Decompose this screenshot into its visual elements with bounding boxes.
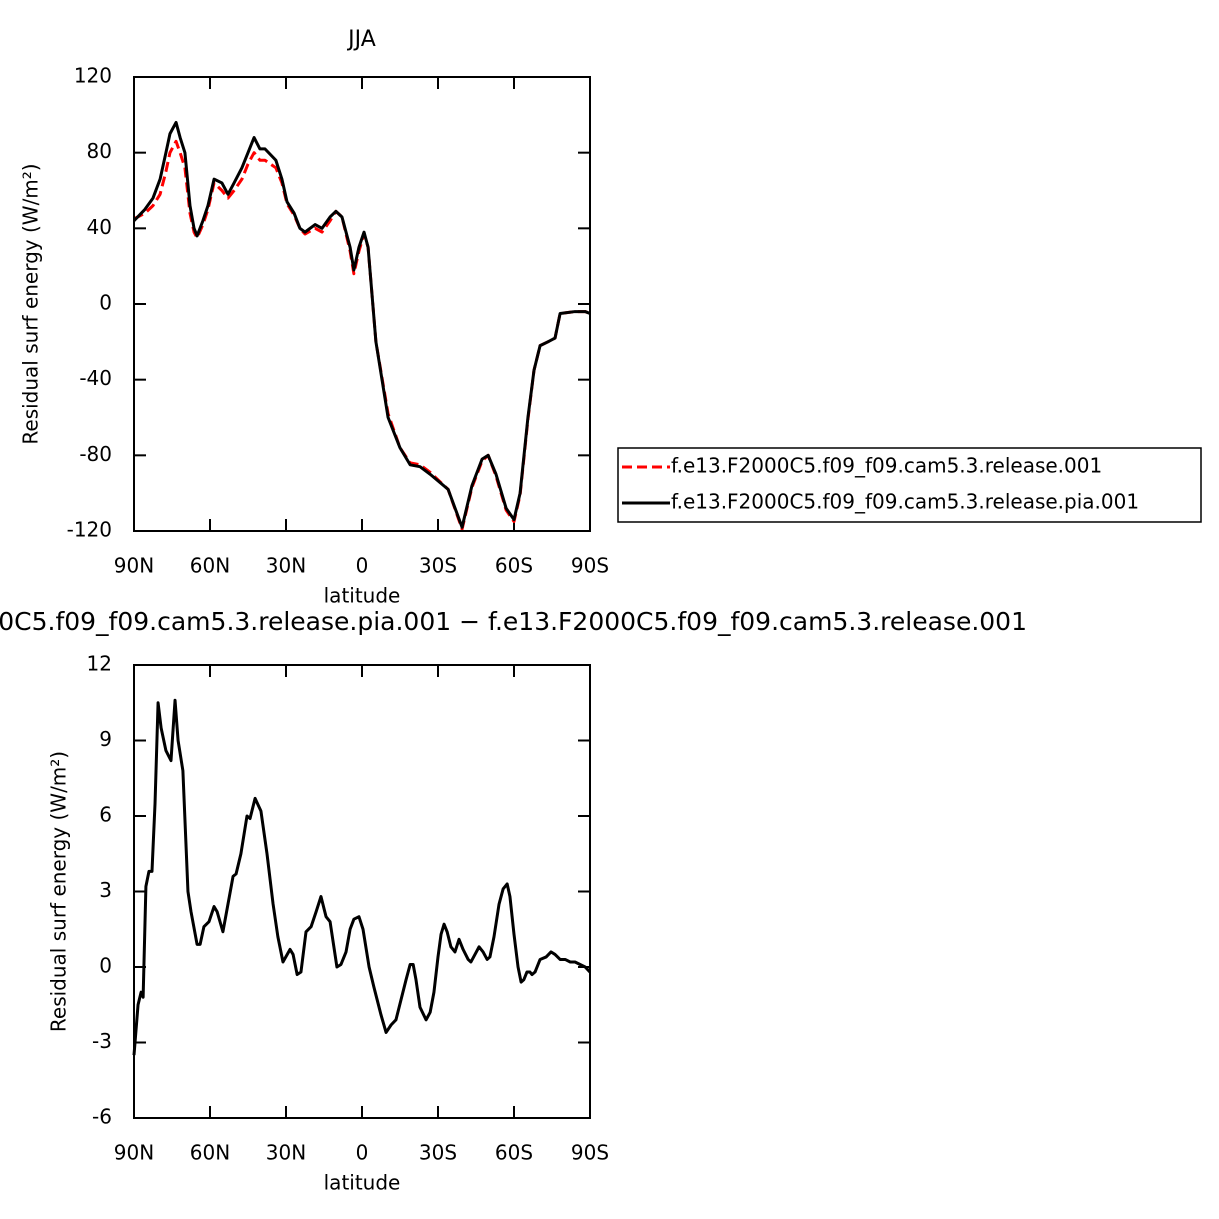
y-tick-label: -40 (79, 366, 112, 390)
x-tick-label: 30N (266, 554, 306, 578)
x-tick-label: 30S (419, 1141, 457, 1165)
x-tick-label: 60S (495, 1141, 533, 1165)
chart-title: f.e13.F2000C5.f09_f09.cam5.3.release.pia… (0, 607, 1027, 636)
legend-label: f.e13.F2000C5.f09_f09.cam5.3.release.pia… (671, 490, 1139, 514)
y-tick-label: -120 (67, 518, 112, 542)
y-tick-label: -80 (79, 442, 112, 466)
x-tick-label: 0 (356, 554, 369, 578)
x-tick-label: 0 (356, 1141, 369, 1165)
x-axis-title: latitude (324, 584, 401, 608)
y-tick-label: 3 (99, 878, 112, 902)
y-tick-label: 0 (99, 954, 112, 978)
y-tick-label: 120 (74, 64, 112, 88)
legend-box (617, 447, 1202, 523)
y-tick-label: -3 (92, 1029, 112, 1053)
x-tick-label: 60N (190, 1141, 230, 1165)
x-axis-title: latitude (324, 1171, 401, 1195)
y-tick-label: -6 (92, 1105, 112, 1129)
y-tick-label: 6 (99, 803, 112, 827)
y-tick-label: 12 (87, 652, 112, 676)
x-tick-label: 60S (495, 554, 533, 578)
y-tick-label: 80 (87, 139, 112, 163)
chart-title: JJA (346, 27, 376, 52)
x-tick-label: 30S (419, 554, 457, 578)
y-tick-label: 9 (99, 727, 112, 751)
plot-frame (133, 76, 591, 532)
y-tick-label: 40 (87, 215, 112, 239)
x-tick-label: 90S (571, 1141, 609, 1165)
x-tick-label: 30N (266, 1141, 306, 1165)
x-tick-label: 60N (190, 554, 230, 578)
x-tick-label: 90N (114, 554, 154, 578)
y-axis-title: Residual surf energy (W/m²) (19, 163, 43, 444)
y-tick-label: 0 (99, 291, 112, 315)
legend-label: f.e13.F2000C5.f09_f09.cam5.3.release.001 (671, 454, 1102, 478)
x-tick-label: 90N (114, 1141, 154, 1165)
series-line (132, 120, 591, 529)
x-tick-label: 90S (571, 554, 609, 578)
y-axis-title: Residual surf energy (W/m²) (47, 751, 71, 1032)
series-line (132, 698, 592, 1056)
plot-frame (133, 664, 591, 1119)
